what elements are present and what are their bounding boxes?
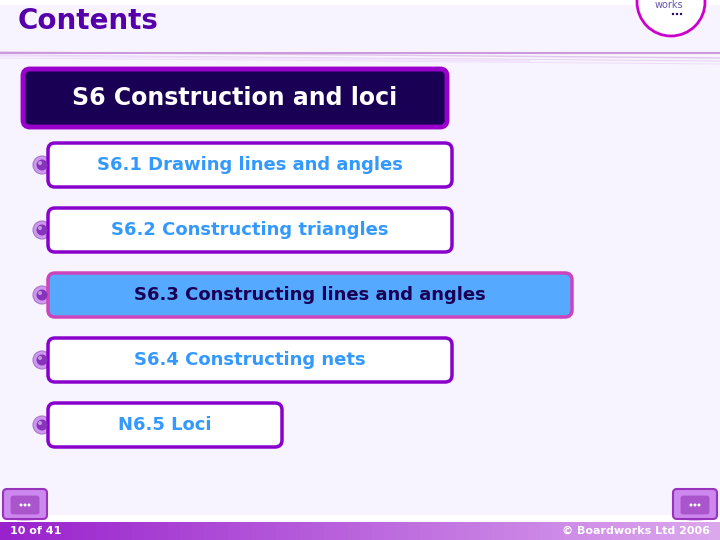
Text: Contents: Contents (18, 7, 159, 35)
Text: S6 Construction and loci: S6 Construction and loci (73, 86, 397, 110)
Circle shape (672, 13, 674, 15)
FancyBboxPatch shape (168, 522, 181, 540)
Circle shape (676, 13, 678, 15)
FancyBboxPatch shape (648, 522, 661, 540)
Circle shape (38, 291, 42, 295)
Text: N6.5 Loci: N6.5 Loci (118, 416, 212, 434)
FancyBboxPatch shape (276, 522, 289, 540)
Circle shape (698, 503, 701, 507)
Circle shape (33, 221, 51, 239)
FancyBboxPatch shape (636, 522, 649, 540)
Text: works: works (654, 0, 683, 10)
FancyBboxPatch shape (396, 522, 409, 540)
Text: © Boardworks Ltd 2006: © Boardworks Ltd 2006 (562, 526, 710, 536)
FancyBboxPatch shape (672, 522, 685, 540)
FancyBboxPatch shape (264, 522, 277, 540)
Circle shape (37, 159, 48, 171)
FancyBboxPatch shape (504, 522, 517, 540)
Circle shape (37, 354, 48, 366)
FancyBboxPatch shape (72, 522, 85, 540)
Circle shape (690, 503, 693, 507)
FancyBboxPatch shape (48, 338, 452, 382)
Circle shape (33, 156, 51, 174)
FancyBboxPatch shape (468, 522, 481, 540)
FancyBboxPatch shape (600, 522, 613, 540)
FancyBboxPatch shape (384, 522, 397, 540)
FancyBboxPatch shape (48, 403, 282, 447)
FancyBboxPatch shape (48, 273, 572, 317)
Circle shape (637, 0, 705, 36)
FancyBboxPatch shape (36, 522, 49, 540)
FancyBboxPatch shape (624, 522, 637, 540)
FancyBboxPatch shape (24, 522, 37, 540)
FancyBboxPatch shape (23, 69, 447, 127)
Ellipse shape (681, 513, 709, 521)
FancyBboxPatch shape (408, 522, 421, 540)
FancyBboxPatch shape (480, 522, 493, 540)
Text: S6.1 Drawing lines and angles: S6.1 Drawing lines and angles (97, 156, 403, 174)
FancyBboxPatch shape (84, 522, 97, 540)
FancyBboxPatch shape (660, 522, 673, 540)
Circle shape (27, 503, 30, 507)
FancyBboxPatch shape (204, 522, 217, 540)
FancyBboxPatch shape (312, 522, 325, 540)
Circle shape (38, 161, 42, 165)
FancyBboxPatch shape (552, 522, 565, 540)
Circle shape (37, 225, 48, 235)
Text: 10 of 41: 10 of 41 (10, 526, 61, 536)
Circle shape (33, 416, 51, 434)
FancyBboxPatch shape (680, 495, 710, 515)
Ellipse shape (11, 513, 39, 521)
Circle shape (19, 503, 22, 507)
FancyBboxPatch shape (444, 522, 457, 540)
FancyBboxPatch shape (180, 522, 193, 540)
FancyBboxPatch shape (576, 522, 589, 540)
FancyBboxPatch shape (144, 522, 157, 540)
Text: S6.4 Constructing nets: S6.4 Constructing nets (134, 351, 366, 369)
FancyBboxPatch shape (0, 522, 13, 540)
FancyBboxPatch shape (228, 522, 241, 540)
FancyBboxPatch shape (612, 522, 625, 540)
Circle shape (38, 356, 42, 360)
FancyBboxPatch shape (673, 489, 717, 519)
FancyBboxPatch shape (336, 522, 349, 540)
FancyBboxPatch shape (684, 522, 697, 540)
Text: S6.2 Constructing triangles: S6.2 Constructing triangles (112, 221, 389, 239)
FancyBboxPatch shape (48, 143, 452, 187)
FancyBboxPatch shape (216, 522, 229, 540)
FancyBboxPatch shape (708, 522, 720, 540)
Circle shape (38, 226, 42, 230)
FancyBboxPatch shape (0, 5, 720, 515)
Circle shape (37, 289, 48, 300)
FancyBboxPatch shape (48, 208, 452, 252)
FancyBboxPatch shape (300, 522, 313, 540)
Circle shape (24, 503, 27, 507)
FancyBboxPatch shape (12, 522, 25, 540)
FancyBboxPatch shape (252, 522, 265, 540)
Circle shape (680, 13, 683, 15)
FancyBboxPatch shape (48, 522, 61, 540)
FancyBboxPatch shape (696, 522, 709, 540)
FancyBboxPatch shape (528, 522, 541, 540)
FancyBboxPatch shape (3, 489, 47, 519)
FancyBboxPatch shape (516, 522, 529, 540)
Circle shape (37, 420, 48, 430)
Circle shape (693, 503, 696, 507)
FancyBboxPatch shape (564, 522, 577, 540)
FancyBboxPatch shape (60, 522, 73, 540)
FancyBboxPatch shape (540, 522, 553, 540)
FancyBboxPatch shape (156, 522, 169, 540)
FancyBboxPatch shape (10, 495, 40, 515)
Circle shape (33, 286, 51, 304)
FancyBboxPatch shape (132, 522, 145, 540)
FancyBboxPatch shape (360, 522, 373, 540)
Circle shape (38, 421, 42, 425)
FancyBboxPatch shape (588, 522, 601, 540)
Circle shape (33, 351, 51, 369)
FancyBboxPatch shape (432, 522, 445, 540)
FancyBboxPatch shape (420, 522, 433, 540)
FancyBboxPatch shape (288, 522, 301, 540)
Text: S6.3 Constructing lines and angles: S6.3 Constructing lines and angles (134, 286, 486, 304)
FancyBboxPatch shape (348, 522, 361, 540)
